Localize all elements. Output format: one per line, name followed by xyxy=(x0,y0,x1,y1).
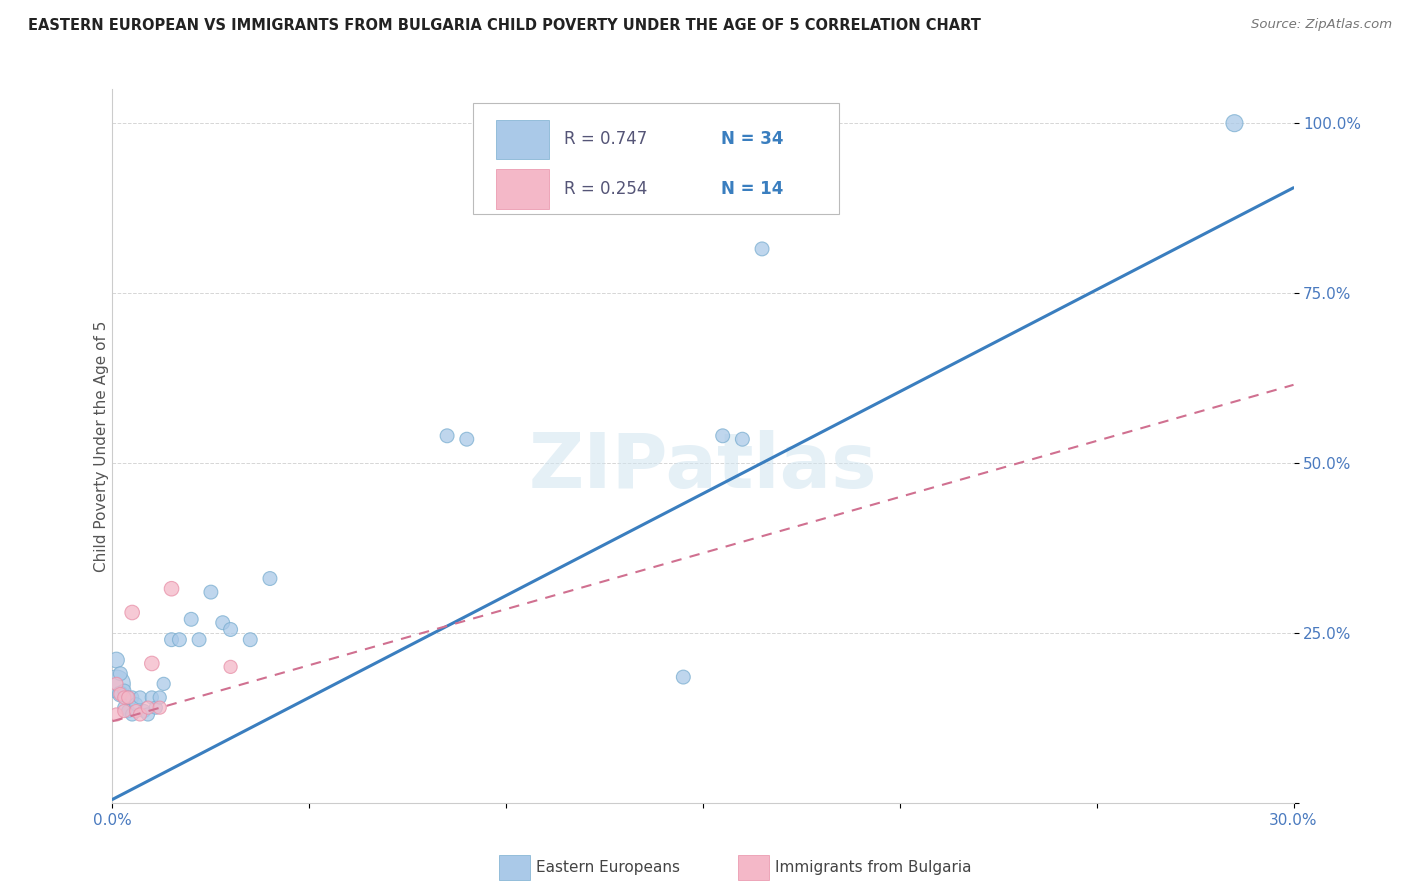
Point xyxy=(145,700,167,714)
Point xyxy=(132,704,155,718)
Point xyxy=(112,683,135,698)
Text: EASTERN EUROPEAN VS IMMIGRANTS FROM BULGARIA CHILD POVERTY UNDER THE AGE OF 5 CO: EASTERN EUROPEAN VS IMMIGRANTS FROM BULG… xyxy=(28,18,981,33)
Point xyxy=(180,612,202,626)
Point xyxy=(129,690,152,705)
Point xyxy=(731,432,754,446)
Text: N = 34: N = 34 xyxy=(721,130,783,148)
Point xyxy=(152,677,174,691)
Point xyxy=(141,690,163,705)
Point xyxy=(149,700,172,714)
Point xyxy=(112,690,135,705)
Text: ZIPatlas: ZIPatlas xyxy=(529,431,877,504)
Point xyxy=(125,704,148,718)
Point xyxy=(117,690,139,705)
Point xyxy=(200,585,222,599)
FancyBboxPatch shape xyxy=(496,120,550,159)
Point xyxy=(436,429,458,443)
Point xyxy=(112,700,135,714)
Point xyxy=(117,704,139,718)
Point xyxy=(129,707,152,722)
Point xyxy=(110,687,132,701)
Point xyxy=(160,582,183,596)
Point xyxy=(110,666,132,681)
Point xyxy=(105,653,128,667)
Text: Source: ZipAtlas.com: Source: ZipAtlas.com xyxy=(1251,18,1392,31)
Point xyxy=(1223,116,1246,130)
Text: R = 0.254: R = 0.254 xyxy=(564,180,647,198)
Point xyxy=(117,690,139,705)
Point xyxy=(239,632,262,647)
Y-axis label: Child Poverty Under the Age of 5: Child Poverty Under the Age of 5 xyxy=(94,320,108,572)
Point xyxy=(105,677,128,691)
Point xyxy=(136,700,159,714)
Text: Immigrants from Bulgaria: Immigrants from Bulgaria xyxy=(775,860,972,874)
Point xyxy=(188,632,211,647)
Point xyxy=(110,687,132,701)
Point xyxy=(149,690,172,705)
Point xyxy=(160,632,183,647)
Point xyxy=(456,432,478,446)
Point xyxy=(672,670,695,684)
Point xyxy=(259,572,281,586)
Point xyxy=(112,704,135,718)
Text: Eastern Europeans: Eastern Europeans xyxy=(536,860,679,874)
Point xyxy=(169,632,191,647)
Point xyxy=(219,660,242,674)
Point xyxy=(211,615,233,630)
FancyBboxPatch shape xyxy=(472,103,839,214)
FancyBboxPatch shape xyxy=(496,169,550,209)
Point xyxy=(105,707,128,722)
Point xyxy=(125,698,148,712)
Text: N = 14: N = 14 xyxy=(721,180,783,198)
Point xyxy=(136,707,159,722)
Point xyxy=(121,690,143,705)
Point xyxy=(711,429,734,443)
Point xyxy=(121,707,143,722)
Text: R = 0.747: R = 0.747 xyxy=(564,130,647,148)
Point xyxy=(141,657,163,671)
Point xyxy=(105,677,128,691)
Point xyxy=(121,606,143,620)
Point xyxy=(219,623,242,637)
Point xyxy=(751,242,773,256)
